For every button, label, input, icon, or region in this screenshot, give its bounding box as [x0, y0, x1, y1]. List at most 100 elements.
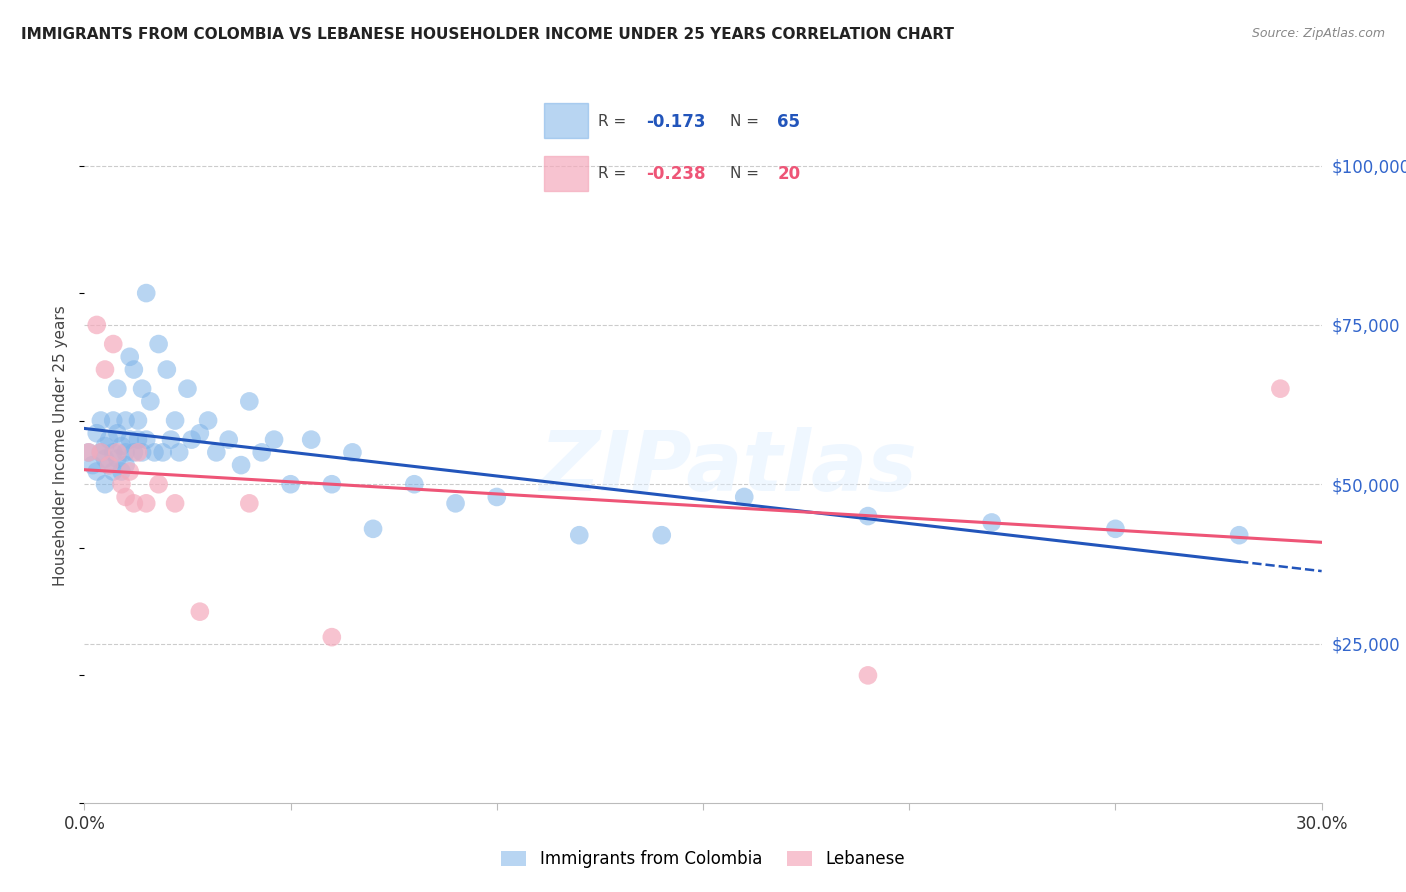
Point: [86, 318, 108, 332]
Point: [94, 451, 117, 466]
Point: [127, 413, 149, 427]
Point: [90, 445, 112, 459]
Y-axis label: Householder Income Under 25 years: Householder Income Under 25 years: [53, 306, 69, 586]
Point: [1270, 382, 1292, 396]
Point: [103, 445, 125, 459]
Point: [160, 433, 183, 447]
Point: [131, 382, 153, 396]
Point: [188, 605, 211, 619]
Text: N =: N =: [730, 114, 763, 129]
Point: [152, 445, 174, 459]
Point: [98, 458, 121, 472]
Point: [148, 477, 170, 491]
Point: [77, 445, 100, 459]
Point: [165, 413, 187, 427]
Point: [86, 465, 108, 479]
Point: [114, 490, 136, 504]
Point: [94, 362, 117, 376]
Point: [105, 382, 128, 396]
Point: [148, 337, 170, 351]
Point: [404, 477, 426, 491]
Text: ZIPatlas: ZIPatlas: [538, 427, 917, 508]
Point: [321, 630, 343, 644]
Text: Source: ZipAtlas.com: Source: ZipAtlas.com: [1251, 27, 1385, 40]
Text: 20: 20: [778, 165, 800, 183]
Text: R =: R =: [599, 166, 631, 181]
Point: [733, 490, 755, 504]
Point: [229, 458, 252, 472]
Point: [143, 445, 166, 459]
Point: [122, 496, 145, 510]
Point: [156, 362, 179, 376]
Point: [110, 439, 132, 453]
Point: [197, 413, 219, 427]
FancyBboxPatch shape: [544, 156, 588, 191]
Point: [1104, 522, 1126, 536]
Text: -0.238: -0.238: [645, 165, 706, 183]
Text: -0.173: -0.173: [645, 112, 706, 130]
Point: [238, 394, 260, 409]
Point: [86, 426, 108, 441]
Point: [135, 433, 157, 447]
Point: [238, 496, 260, 510]
Text: N =: N =: [730, 166, 763, 181]
Point: [131, 445, 153, 459]
Point: [82, 458, 104, 472]
Point: [165, 496, 187, 510]
Point: [135, 496, 157, 510]
Point: [118, 433, 141, 447]
Point: [103, 465, 125, 479]
Point: [980, 516, 1002, 530]
Point: [321, 477, 343, 491]
FancyBboxPatch shape: [544, 103, 588, 138]
Point: [122, 362, 145, 376]
Text: 65: 65: [778, 112, 800, 130]
Point: [118, 350, 141, 364]
Point: [218, 433, 240, 447]
Point: [444, 496, 467, 510]
Point: [856, 668, 879, 682]
Point: [110, 465, 132, 479]
Text: IMMIGRANTS FROM COLOMBIA VS LEBANESE HOUSEHOLDER INCOME UNDER 25 YEARS CORRELATI: IMMIGRANTS FROM COLOMBIA VS LEBANESE HOU…: [21, 27, 955, 42]
Point: [1227, 528, 1250, 542]
Point: [299, 433, 322, 447]
Point: [98, 433, 121, 447]
Point: [114, 458, 136, 472]
Point: [77, 445, 100, 459]
Point: [90, 413, 112, 427]
Point: [568, 528, 591, 542]
Point: [127, 433, 149, 447]
Point: [110, 477, 132, 491]
Point: [139, 394, 162, 409]
Point: [263, 433, 285, 447]
Point: [127, 445, 149, 459]
Point: [122, 445, 145, 459]
Point: [180, 433, 202, 447]
Text: R =: R =: [599, 114, 631, 129]
Point: [167, 445, 190, 459]
Point: [188, 426, 211, 441]
Point: [114, 413, 136, 427]
Point: [90, 445, 112, 459]
Legend: Immigrants from Colombia, Lebanese: Immigrants from Colombia, Lebanese: [495, 844, 911, 875]
Point: [361, 522, 384, 536]
Point: [105, 426, 128, 441]
Point: [103, 337, 125, 351]
Point: [485, 490, 508, 504]
Point: [103, 413, 125, 427]
Point: [856, 509, 879, 524]
Point: [280, 477, 302, 491]
Point: [94, 477, 117, 491]
Point: [135, 286, 157, 301]
Point: [250, 445, 273, 459]
Point: [105, 451, 128, 466]
Point: [176, 382, 198, 396]
Point: [118, 465, 141, 479]
Point: [205, 445, 228, 459]
Point: [98, 458, 121, 472]
Point: [342, 445, 364, 459]
Point: [114, 445, 136, 459]
Point: [94, 439, 117, 453]
Point: [651, 528, 673, 542]
Point: [105, 445, 128, 459]
